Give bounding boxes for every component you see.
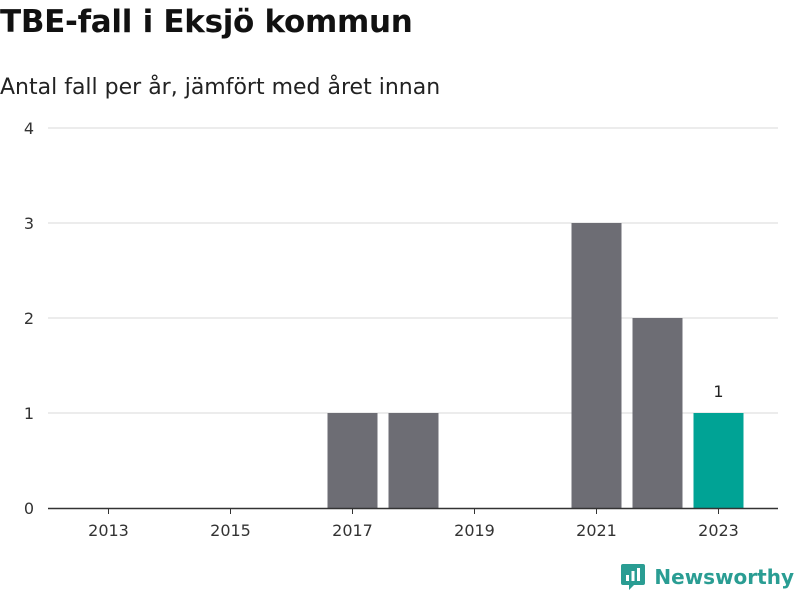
newsworthy-logo-icon xyxy=(621,564,646,590)
x-tick-label: 2019 xyxy=(454,521,495,540)
bar-2023 xyxy=(693,413,744,508)
x-tick-label: 2021 xyxy=(576,521,617,540)
y-tick-label: 1 xyxy=(24,404,34,423)
y-tick-label: 0 xyxy=(24,499,34,518)
brand-logo[interactable]: Newsworthy xyxy=(620,562,794,592)
x-tick-label: 2015 xyxy=(210,521,251,540)
bar-2021 xyxy=(571,223,622,508)
bar-2022 xyxy=(632,318,683,508)
y-tick-label: 4 xyxy=(24,119,34,138)
y-tick-label: 2 xyxy=(24,309,34,328)
brand-name: Newsworthy xyxy=(654,565,794,589)
x-tick-label: 2017 xyxy=(332,521,373,540)
chart-subtitle: Antal fall per år, jämfört med året inna… xyxy=(0,75,441,100)
chart-title: TBE-fall i Eksjö kommun xyxy=(0,4,413,40)
data-label: 1 xyxy=(713,382,723,401)
bar-2017 xyxy=(327,413,378,508)
x-tick-label: 2023 xyxy=(698,521,739,540)
y-tick-label: 3 xyxy=(24,214,34,233)
bar-2018 xyxy=(388,413,439,508)
x-tick-label: 2013 xyxy=(88,521,129,540)
